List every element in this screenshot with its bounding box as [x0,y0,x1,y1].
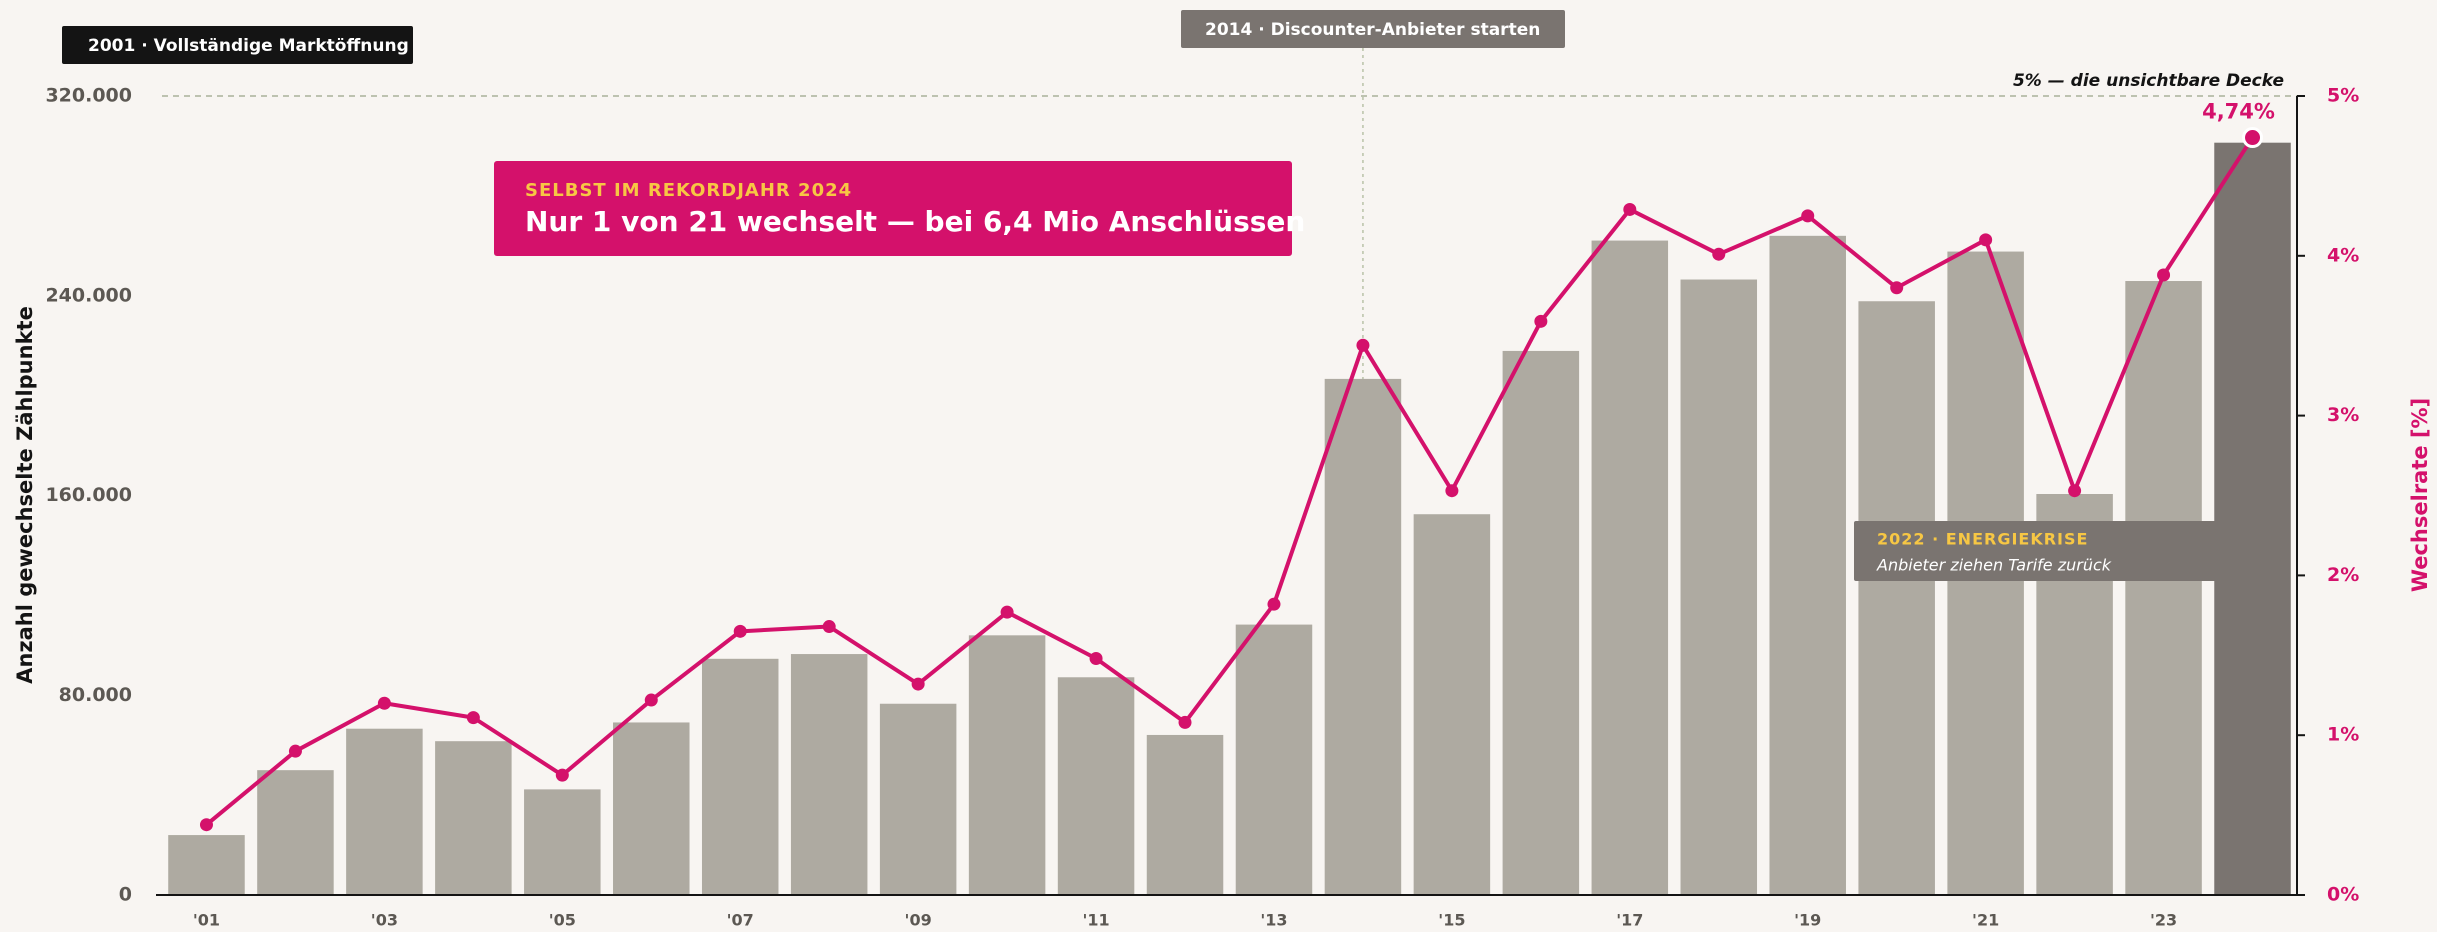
axes: 0 80.000 160.000 240.000 320.000 0% 1% 2% 3% 4% 5%… [45,85,2359,930]
rate-point [1534,314,1548,328]
rate-point [2068,484,2082,498]
bar [1858,301,1935,895]
x-tick-label: '11 [1082,911,1109,930]
x-tick-label: '05 [549,911,576,930]
y2-tick-label: 5% [2327,85,2359,107]
bar [1146,734,1224,895]
x-tick-label: '13 [1260,911,1287,930]
ceiling-label: 5% — die unsichtbare Decke [2013,71,2284,91]
bar [1235,624,1313,895]
x-tick-label: '03 [371,911,398,930]
bar [701,658,779,895]
bar [1680,279,1758,895]
y-tick-label: 80.000 [59,684,132,706]
rate-point [1356,338,1370,352]
x-tick-label: '23 [2150,911,2177,930]
bar [1591,240,1669,895]
bar [1324,378,1402,895]
line-layer: 4,74% [199,100,2275,832]
market-opening-label: 2001 · Vollständige Marktöffnung [88,36,409,56]
callout-kicker: SELBST IM REKORDJAHR 2024 [525,180,852,201]
x-tick-label: '15 [1438,911,1465,930]
x-tick-label: '07 [727,911,754,930]
energy-crisis-box [1854,521,2285,581]
rate-point [1178,715,1192,729]
y-axis-title: Anzahl gewechselte Zählpunkte [13,306,37,684]
y2-tick-label: 3% [2327,404,2359,426]
rate-point [288,744,302,758]
x-tick-label: '19 [1794,911,1821,930]
rate-point [1623,202,1637,216]
y-tick-label: 240.000 [45,284,132,306]
rate-point [199,818,213,832]
x-tick-label: '17 [1616,911,1643,930]
bar [2125,281,2202,895]
market-opening-box [62,26,413,64]
y2-axis-title: Wechselrate [%] [2408,398,2432,592]
rate-point [1089,651,1103,665]
bars [168,142,2291,896]
rate-point [1712,247,1726,261]
x-tick-label: '21 [1972,911,1999,930]
y-tick-label: 0 [119,884,132,906]
y2-tick-label: 4% [2327,244,2359,266]
y-tick-label: 320.000 [45,85,132,107]
y-tick-label: 160.000 [45,484,132,506]
rate-point [555,768,569,782]
bar [2214,142,2291,896]
bar [879,703,957,895]
x-tick-label: '01 [193,911,220,930]
bar [435,741,512,895]
bar [790,654,868,895]
bar [613,722,690,895]
rate-point [377,696,391,710]
rate-point [1890,281,1904,295]
rate-point [911,677,925,691]
rate-value-label: 4,74% [2202,100,2275,124]
energy-crisis-text: Anbieter ziehen Tarife zurück [1876,556,2112,575]
rate-line [205,136,2255,827]
rate-point [822,620,836,634]
y2-tick-label: 0% [2327,884,2359,906]
bar [1413,514,1491,895]
discounter-label: 2014 · Discounter-Anbieter starten [1205,20,1540,40]
rate-point [466,711,480,725]
callout-box [494,161,1292,256]
rate-point [2157,268,2171,282]
y2-tick-label: 1% [2327,724,2359,746]
bar [168,835,245,895]
x-tick-label: '09 [905,911,932,930]
rate-point [1000,605,1014,619]
bar [257,770,334,895]
grid [162,48,2297,895]
bar [1502,350,1580,896]
rate-point [1801,209,1815,223]
y2-tick-label: 2% [2327,564,2359,586]
rate-point [1267,597,1281,611]
callout-headline: Nur 1 von 21 wechselt — bei 6,4 Mio Ansc… [525,205,1305,238]
rate-point [644,693,658,707]
bar [968,635,1046,895]
discounter-box [1181,10,1565,48]
rate-point [1979,233,1993,247]
rate-point [2242,127,2264,149]
bar [1057,677,1135,895]
rate-point [733,624,747,638]
energy-crisis-title: 2022 · ENERGIEKRISE [1877,530,2088,549]
bar [346,728,423,895]
bar [1769,235,1846,895]
annotations: 2001 · Vollständige Marktöffnung 2014 · … [13,10,2432,684]
bar [524,789,601,895]
rate-point [1445,484,1459,498]
